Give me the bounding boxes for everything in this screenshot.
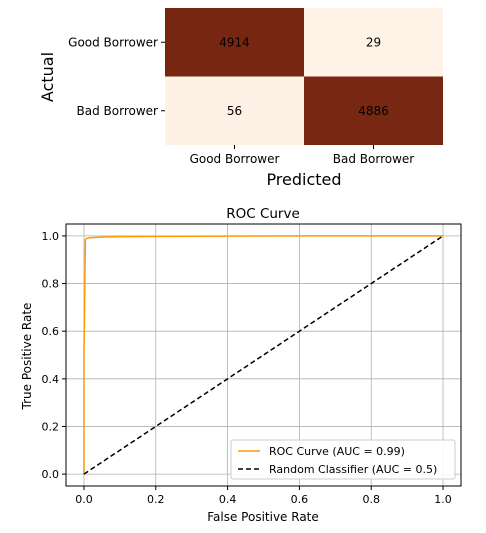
legend-box (230, 439, 456, 480)
cm-cell-value: 56 (227, 104, 242, 118)
roc-ylabel: True Positive Rate (20, 303, 34, 411)
cm-cell-value: 29 (366, 35, 381, 49)
roc-xlabel: False Positive Rate (207, 510, 319, 524)
y-tick-label: 0.6 (42, 325, 60, 338)
roc-curve-line (83, 235, 444, 475)
legend-label-random: Random Classifier (AUC = 0.5) (269, 463, 437, 476)
cm-xlabel: Predicted (266, 170, 341, 189)
cm-cell (165, 76, 304, 145)
x-tick-label: 0.0 (75, 493, 93, 506)
legend: ROC Curve (AUC = 0.99) Random Classifier… (230, 439, 456, 480)
x-tick-label: 0.6 (291, 493, 309, 506)
cm-cell (165, 8, 304, 77)
y-tick-label: 0.2 (42, 420, 60, 433)
random-classifier-line (83, 235, 444, 475)
cm-cell (304, 76, 443, 145)
x-tick-label: 1.0 (434, 493, 452, 506)
y-tick-label: 0.8 (42, 278, 60, 291)
cm-row-label: Bad Borrower (77, 104, 159, 118)
cm-ylabel: Actual (38, 52, 57, 102)
cm-col-label: Bad Borrower (333, 152, 415, 166)
cm-cell-value: 4886 (358, 104, 389, 118)
cm-col-label: Good Borrower (190, 152, 280, 166)
cm-cell-value: 4914 (219, 35, 250, 49)
y-tick-label: 0.0 (42, 468, 60, 481)
cm-row-label: Good Borrower (68, 35, 158, 49)
legend-label-roc: ROC Curve (AUC = 0.99) (269, 445, 405, 458)
x-tick-label: 0.2 (147, 493, 165, 506)
confusion-matrix: 4914 29 56 4886 Good Borrower Bad Borrower Goo… (68, 8, 443, 166)
x-tick-label: 0.8 (362, 493, 380, 506)
x-tick-label: 0.4 (219, 493, 237, 506)
plot-frame (65, 223, 462, 487)
y-tick-label: 1.0 (42, 230, 60, 243)
y-tick-label: 0.4 (42, 373, 60, 386)
roc-title: ROC Curve (226, 206, 300, 222)
cm-cell (304, 8, 443, 77)
